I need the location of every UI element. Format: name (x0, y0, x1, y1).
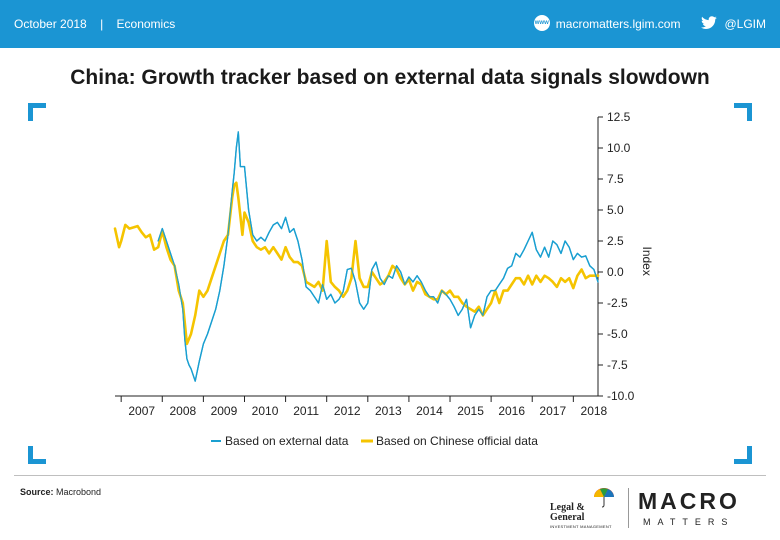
umbrella-icon (594, 488, 614, 508)
y-tick-label: -5.0 (607, 327, 628, 341)
header-bar: October 2018 | Economics www macromatter… (0, 0, 780, 48)
x-tick-label: 2011 (293, 404, 319, 418)
x-tick-label: 2017 (539, 404, 566, 418)
y-tick-label: 7.5 (607, 172, 624, 186)
page-title: China: Growth tracker based on external … (70, 66, 710, 89)
y-axis-title: Index (640, 247, 654, 276)
y-tick-label: 5.0 (607, 203, 624, 217)
lg-name-line2: General (550, 512, 585, 523)
x-tick-label: 2015 (457, 404, 484, 418)
lg-subtitle: INVESTMENT MANAGEMENT (550, 524, 612, 529)
legend-label-official: Based on Chinese official data (376, 434, 538, 448)
website-link[interactable]: macromatters.lgim.com (555, 17, 681, 31)
logo-divider (628, 488, 629, 528)
y-tick-label: -10.0 (607, 389, 635, 403)
header-category[interactable]: Economics (116, 17, 176, 31)
header-left: October 2018 | Economics (14, 17, 185, 31)
y-tick-label: 10.0 (607, 141, 631, 155)
lg-name-line1: Legal & (550, 502, 585, 513)
macro-matters-subtext: MATTERS (643, 517, 735, 527)
y-tick-label: 2.5 (607, 234, 624, 248)
series-line-external-overlay (157, 131, 599, 382)
header-date: October 2018 (14, 17, 87, 31)
www-icon: www (533, 15, 550, 31)
footer-divider (14, 475, 766, 476)
corner-bracket-top-left (28, 103, 46, 121)
x-tick-label: 2018 (581, 404, 608, 418)
y-tick-label: 12.5 (607, 110, 631, 124)
header-right: www macromatters.lgim.com @LGIM (533, 15, 766, 31)
source-note: Source: Macrobond (20, 487, 101, 497)
x-tick-label: 2016 (498, 404, 525, 418)
twitter-icon[interactable] (700, 16, 718, 30)
x-tick-label: 2008 (169, 404, 196, 418)
y-tick-label: -7.5 (607, 358, 628, 372)
legal-general-logo-text: Legal & General (550, 503, 585, 523)
corner-bracket-bottom-left (28, 446, 46, 464)
series-line-official (113, 181, 600, 346)
header-separator: | (100, 17, 104, 31)
corner-bracket-top-right (734, 103, 752, 121)
source-label: Source: (20, 487, 54, 497)
x-tick-label: 2012 (334, 404, 361, 418)
y-tick-label: -2.5 (607, 296, 628, 310)
twitter-handle[interactable]: @LGIM (724, 17, 766, 31)
macro-matters-logo: MACRO (638, 488, 740, 514)
line-chart: 12.5 10.0 7.5 5.0 2.5 0.0 -2.5 -5.0 -7.5 -10.0 Ind… (113, 110, 654, 448)
legend-label-external: Based on external data (225, 434, 349, 448)
x-tick-label: 2007 (128, 404, 155, 418)
x-tick-label: 2009 (211, 404, 238, 418)
x-tick-label: 2013 (375, 404, 402, 418)
x-tick-label: 2010 (252, 404, 279, 418)
x-tick-label: 2014 (416, 404, 443, 418)
corner-bracket-bottom-right (734, 446, 752, 464)
series-line-external (157, 131, 599, 382)
source-value: Macrobond (56, 487, 102, 497)
y-tick-label: 0.0 (607, 265, 624, 279)
